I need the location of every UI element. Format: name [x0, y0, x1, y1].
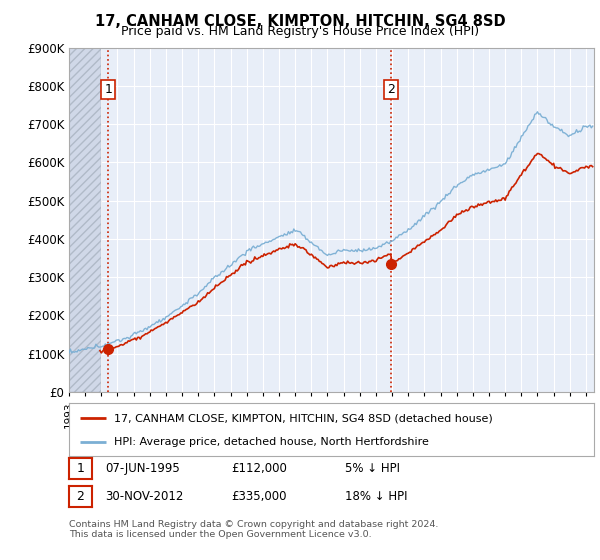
Text: 18% ↓ HPI: 18% ↓ HPI — [345, 489, 407, 503]
Bar — [69, 48, 101, 392]
Text: 17, CANHAM CLOSE, KIMPTON, HITCHIN, SG4 8SD: 17, CANHAM CLOSE, KIMPTON, HITCHIN, SG4 … — [95, 14, 505, 29]
Text: 07-JUN-1995: 07-JUN-1995 — [105, 461, 180, 475]
Text: This data is licensed under the Open Government Licence v3.0.: This data is licensed under the Open Gov… — [69, 530, 371, 539]
Text: HPI: Average price, detached house, North Hertfordshire: HPI: Average price, detached house, Nort… — [113, 436, 428, 446]
Text: Price paid vs. HM Land Registry's House Price Index (HPI): Price paid vs. HM Land Registry's House … — [121, 25, 479, 38]
Text: £335,000: £335,000 — [231, 489, 287, 503]
Text: 2: 2 — [76, 489, 85, 503]
Text: 1: 1 — [104, 83, 112, 96]
Text: 30-NOV-2012: 30-NOV-2012 — [105, 489, 184, 503]
Text: Contains HM Land Registry data © Crown copyright and database right 2024.: Contains HM Land Registry data © Crown c… — [69, 520, 439, 529]
Text: 17, CANHAM CLOSE, KIMPTON, HITCHIN, SG4 8SD (detached house): 17, CANHAM CLOSE, KIMPTON, HITCHIN, SG4 … — [113, 413, 493, 423]
Text: £112,000: £112,000 — [231, 461, 287, 475]
Text: 2: 2 — [387, 83, 395, 96]
Text: 5% ↓ HPI: 5% ↓ HPI — [345, 461, 400, 475]
Text: 1: 1 — [76, 461, 85, 475]
